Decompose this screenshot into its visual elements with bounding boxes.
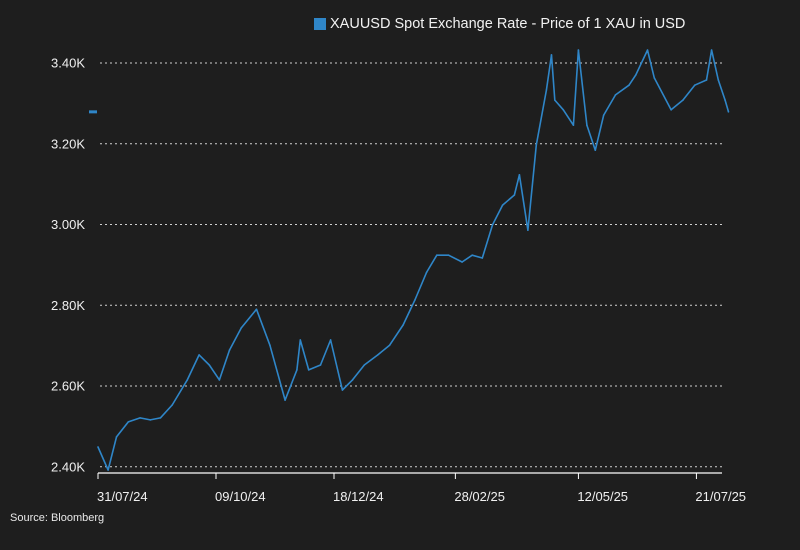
series-points bbox=[97, 49, 730, 471]
data-point bbox=[198, 354, 200, 356]
y-tick-label: 3.40K bbox=[51, 56, 85, 71]
data-point bbox=[550, 54, 553, 56]
data-point bbox=[577, 49, 580, 51]
x-tick-label: 28/02/25 bbox=[454, 489, 505, 504]
data-point bbox=[377, 354, 379, 356]
data-point bbox=[186, 379, 189, 381]
data-point bbox=[414, 299, 416, 301]
gridlines bbox=[100, 62, 722, 468]
data-point bbox=[240, 327, 243, 329]
legend: XAUUSD Spot Exchange Rate - Price of 1 X… bbox=[314, 16, 685, 32]
data-point bbox=[299, 339, 302, 341]
data-point bbox=[171, 404, 173, 406]
y-tick-label: 2.40K bbox=[51, 459, 85, 474]
y-tick-label: 3.00K bbox=[51, 217, 85, 232]
data-point bbox=[717, 79, 720, 81]
data-point bbox=[682, 99, 684, 101]
data-point bbox=[269, 344, 271, 347]
data-point bbox=[513, 194, 516, 196]
data-point bbox=[562, 109, 565, 111]
data-point bbox=[518, 174, 521, 176]
x-tick-label: 18/12/24 bbox=[333, 489, 384, 504]
data-point bbox=[634, 74, 637, 76]
x-tick-label: 31/07/24 bbox=[97, 489, 148, 504]
y-tick-label: 2.80K bbox=[51, 298, 85, 313]
data-point bbox=[471, 254, 474, 256]
data-point bbox=[319, 364, 322, 366]
series-line bbox=[97, 49, 730, 471]
data-point bbox=[646, 49, 649, 51]
data-point bbox=[363, 364, 366, 366]
data-point bbox=[388, 344, 391, 347]
data-point bbox=[97, 446, 99, 448]
data-point bbox=[296, 369, 298, 371]
data-point bbox=[107, 469, 109, 471]
data-point bbox=[527, 229, 529, 231]
data-point bbox=[139, 417, 141, 419]
data-point bbox=[461, 261, 463, 263]
data-point bbox=[727, 111, 730, 113]
data-point bbox=[481, 257, 484, 259]
data-point bbox=[602, 114, 605, 116]
data-point bbox=[208, 364, 211, 366]
data-point bbox=[402, 324, 404, 326]
data-point bbox=[710, 49, 713, 51]
legend-swatch bbox=[314, 18, 326, 30]
data-point bbox=[586, 124, 588, 126]
y-tick-label: 2.60K bbox=[51, 379, 85, 394]
data-point bbox=[491, 224, 494, 226]
data-point bbox=[545, 89, 548, 91]
data-point bbox=[670, 109, 672, 111]
data-point bbox=[705, 79, 708, 81]
data-point bbox=[628, 84, 630, 87]
data-point bbox=[127, 421, 130, 423]
legend-label: XAUUSD Spot Exchange Rate - Price of 1 X… bbox=[330, 16, 686, 32]
x-tick-label: 21/07/25 bbox=[695, 489, 746, 504]
x-tick-label: 12/05/25 bbox=[577, 489, 628, 504]
data-point bbox=[594, 149, 597, 152]
data-point bbox=[341, 389, 344, 391]
x-tick-label: 09/10/24 bbox=[215, 489, 266, 504]
data-point bbox=[693, 84, 696, 87]
data-point bbox=[436, 254, 438, 256]
data-point bbox=[218, 379, 221, 381]
source-note: Source: Bloomberg bbox=[10, 512, 105, 524]
data-point bbox=[535, 144, 538, 146]
data-point bbox=[572, 124, 575, 126]
data-point bbox=[447, 254, 450, 256]
data-point bbox=[307, 369, 310, 371]
data-point bbox=[159, 417, 162, 419]
data-point bbox=[501, 204, 504, 206]
data-point bbox=[724, 99, 726, 101]
last-value-marker bbox=[89, 110, 97, 114]
data-point bbox=[115, 436, 118, 438]
data-point bbox=[614, 94, 617, 96]
data-point bbox=[255, 308, 258, 311]
data-point bbox=[425, 271, 428, 273]
data-point bbox=[653, 77, 656, 79]
data-point bbox=[228, 349, 231, 351]
data-point bbox=[554, 99, 556, 101]
data-point bbox=[351, 379, 354, 381]
y-tick-label: 3.20K bbox=[51, 136, 85, 151]
y-axis: 2.40K 2.60K 2.80K 3.00K 3.20K 3.40K bbox=[51, 56, 85, 475]
data-point bbox=[284, 399, 286, 401]
data-point bbox=[329, 339, 332, 341]
x-axis: 31/07/24 09/10/24 18/12/24 28/02/25 12/05/25… bbox=[97, 472, 746, 504]
data-point bbox=[149, 419, 152, 421]
